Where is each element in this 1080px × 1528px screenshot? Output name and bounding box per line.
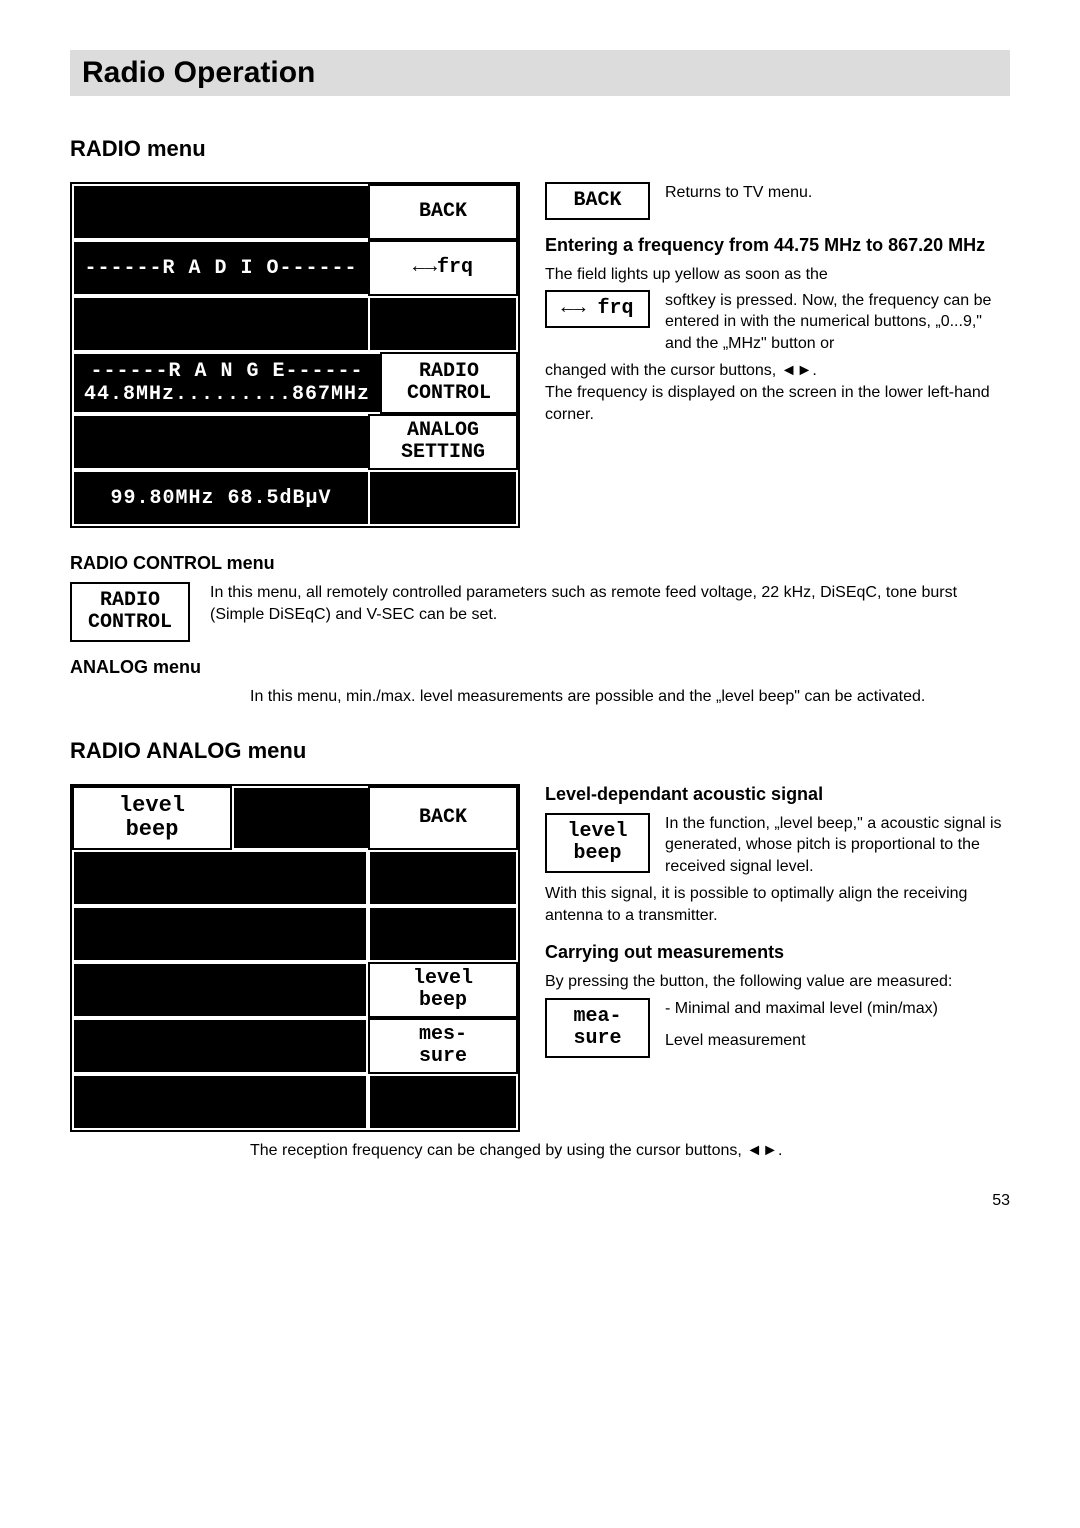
freq-heading: Entering a frequency from 44.75 MHz to 8… [545, 235, 1010, 256]
lcd1-range-line2: 44.8MHz.........867MHz [84, 383, 370, 406]
lcd1-softkey-back[interactable]: BACK [368, 184, 518, 240]
measure-bullet-1: - Minimal and maximal level (min/max) [665, 998, 938, 1020]
freq-text-intro: The field lights up yellow as soon as th… [545, 266, 828, 283]
lcd1-main-3 [72, 296, 368, 352]
level-text-2: With this signal, it is possible to opti… [545, 883, 1010, 926]
lcd2-softkey-empty-3 [368, 1074, 518, 1130]
page-number: 53 [70, 1192, 1010, 1210]
lcd1-softkey-empty-2 [368, 470, 518, 526]
page-title: Radio Operation [82, 56, 998, 90]
radio-control-heading: RADIO CONTROL menu [70, 553, 1010, 574]
freq-text-2: The frequency is displayed on the screen… [545, 384, 990, 423]
back-description: Returns to TV menu. [665, 182, 812, 204]
radio-control-key-illustration: RADIO CONTROL [70, 582, 190, 642]
back-key-illustration: BACK [545, 182, 650, 220]
lcd2-softkey-empty-2 [368, 906, 518, 962]
title-bar: Radio Operation [70, 50, 1010, 96]
lcd2-main-5 [72, 1018, 368, 1074]
analog-text: In this menu, min./max. level measuremen… [250, 686, 1010, 708]
freq-text-block: The field lights up yellow as soon as th… [545, 264, 1010, 425]
level-text-1: In the function, „level beep," a acousti… [665, 813, 1010, 878]
lcd1-softkey-empty-1 [368, 296, 518, 352]
lcd2-left-level-beep[interactable]: level beep [72, 786, 232, 850]
lcd2-softkey-back[interactable]: BACK [368, 786, 518, 850]
radio-analog-screen: level beep BACK level beep mes- sure [70, 784, 520, 1132]
lcd1-main-2: ------R A D I O------ [72, 240, 368, 296]
lcd2-softkey-measure[interactable]: mes- sure [368, 1018, 518, 1074]
lcd2-main-1 [232, 786, 368, 850]
lcd2-main-4 [72, 962, 368, 1018]
lcd1-main-4: ------R A N G E------ 44.8MHz.........86… [72, 352, 380, 414]
lcd1-main-6: 99.80MHz 68.5dBµV [72, 470, 368, 526]
measure-key-illustration: mea- sure [545, 998, 650, 1058]
lcd2-main-2 [72, 850, 368, 906]
lcd1-main-5 [72, 414, 368, 470]
radio-control-text: In this menu, all remotely controlled pa… [210, 582, 1010, 625]
section-heading-radio-analog: RADIO ANALOG menu [70, 738, 1010, 764]
lcd2-main-3 [72, 906, 368, 962]
lcd1-main-1 [72, 184, 368, 240]
level-heading: Level-dependant acoustic signal [545, 784, 1010, 805]
level-beep-key-illustration: level beep [545, 813, 650, 873]
measure-text-1: By pressing the button, the following va… [545, 971, 1010, 993]
lcd2-softkey-level-beep[interactable]: level beep [368, 962, 518, 1018]
section-heading-radio-menu: RADIO menu [70, 136, 1010, 162]
measure-bullet-2: Level measurement [665, 1030, 938, 1052]
lcd2-main-6 [72, 1074, 368, 1130]
frq-key-illustration: ←→ frq [545, 290, 650, 328]
lcd2-softkey-empty-1 [368, 850, 518, 906]
radio-menu-screen: BACK ------R A D I O------ ←→frq ------R… [70, 182, 520, 528]
lcd1-softkey-frq[interactable]: ←→frq [368, 240, 518, 296]
freq-text-side: softkey is pressed. Now, the frequency c… [665, 290, 1010, 355]
analog-heading: ANALOG menu [70, 657, 1010, 678]
freq-text-cont: changed with the cursor buttons, ◄►. [545, 362, 817, 379]
lcd1-range-line1: ------R A N G E------ [91, 360, 364, 383]
lcd1-softkey-radio-control[interactable]: RADIO CONTROL [380, 352, 518, 414]
measure-heading: Carrying out measurements [545, 942, 1010, 963]
lcd1-softkey-analog-setting[interactable]: ANALOG SETTING [368, 414, 518, 470]
bottom-text: The reception frequency can be changed b… [250, 1140, 1010, 1162]
